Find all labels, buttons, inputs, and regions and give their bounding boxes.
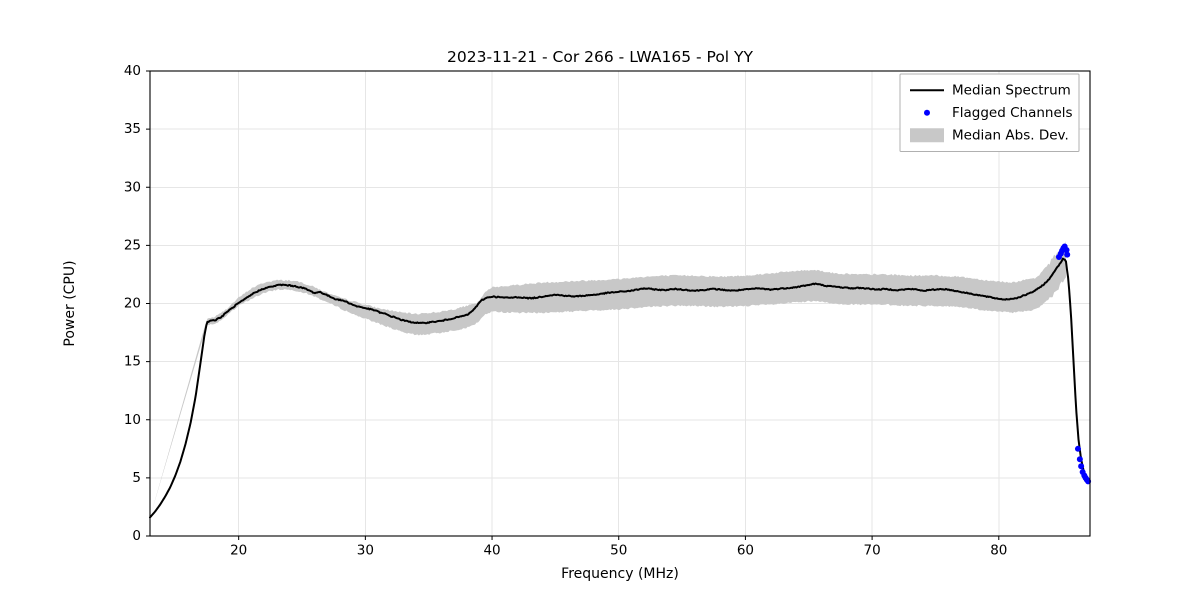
- x-tick-label: 20: [230, 543, 247, 559]
- y-tick-label: 40: [124, 63, 141, 79]
- legend[interactable]: Median Spectrum Flagged Channels Median Ab…: [899, 73, 1080, 152]
- y-tick-label: 20: [124, 296, 141, 312]
- flagged-channel-point: [1063, 247, 1070, 254]
- x-axis-label: Frequency (MHz): [561, 566, 679, 582]
- mad-band-group: [150, 241, 1066, 518]
- flagged-channel-point: [1078, 463, 1085, 470]
- y-tick-label: 35: [124, 121, 141, 137]
- y-tick-label: 15: [124, 354, 141, 370]
- median-spectrum-group: [149, 257, 1091, 519]
- y-axis-label: Power (CPU): [62, 260, 78, 346]
- page-title: 2023-11-21 - Cor 266 - LWA165 - Pol YY: [447, 48, 753, 66]
- x-tick-label: 30: [357, 543, 374, 559]
- median-spectrum-line: [149, 257, 1091, 519]
- y-tick-label: 25: [124, 237, 141, 253]
- mad-band-area: [150, 241, 1066, 518]
- x-tick-label: 40: [483, 543, 500, 559]
- flagged-channel-point: [1076, 456, 1083, 463]
- legend-label: Median Spectrum: [952, 82, 1071, 98]
- legend-label: Median Abs. Dev.: [952, 127, 1069, 143]
- flagged-channel-point: [1074, 445, 1081, 452]
- y-tick-label: 30: [124, 179, 141, 195]
- y-tick-label: 0: [132, 528, 141, 544]
- flagged-channel-point: [1064, 251, 1071, 258]
- x-tick-label: 50: [610, 543, 627, 559]
- x-tick-label: 70: [864, 543, 881, 559]
- x-tick-label: 80: [990, 543, 1007, 559]
- y-tick-label: 10: [124, 412, 141, 428]
- x-tick-label: 60: [737, 543, 754, 559]
- legend-label: Flagged Channels: [952, 105, 1073, 121]
- y-tick-label: 5: [132, 470, 141, 486]
- legend-band-swatch: [910, 128, 944, 143]
- flagged-channels-group: [1055, 243, 1092, 485]
- legend-dot-swatch: [924, 109, 930, 116]
- legend-box: [899, 73, 1080, 152]
- tick-labels-group: 0 5 10 15 20 25 30 35 40 20 30 40 50 60 70 80: [124, 63, 1008, 559]
